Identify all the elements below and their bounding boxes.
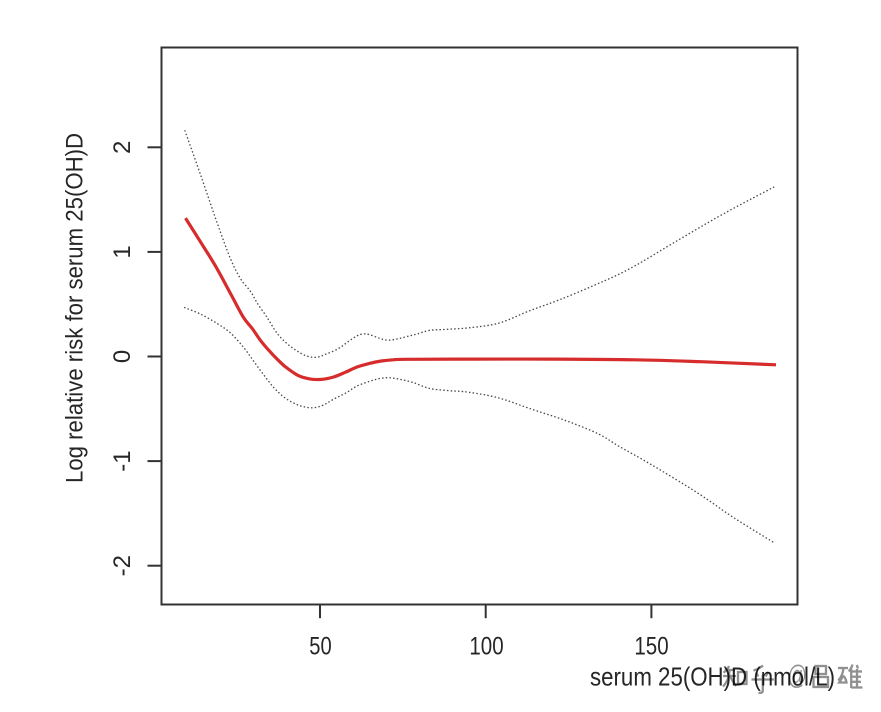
svg-text:150: 150 <box>634 633 668 661</box>
svg-text:@: @ <box>788 660 808 690</box>
svg-text:-1: -1 <box>109 450 136 471</box>
svg-text:100: 100 <box>469 633 503 661</box>
svg-text:1: 1 <box>109 245 136 258</box>
svg-text:2: 2 <box>109 141 136 154</box>
svg-text:50: 50 <box>309 633 331 661</box>
svg-text:-2: -2 <box>109 555 136 576</box>
svg-text:0: 0 <box>109 350 136 363</box>
svg-text:Log relative risk for serum 25: Log relative risk for serum 25(OH)D <box>61 133 88 483</box>
svg-text:serum 25(OH)D (nmol/L): serum 25(OH)D (nmol/L) <box>590 661 835 691</box>
